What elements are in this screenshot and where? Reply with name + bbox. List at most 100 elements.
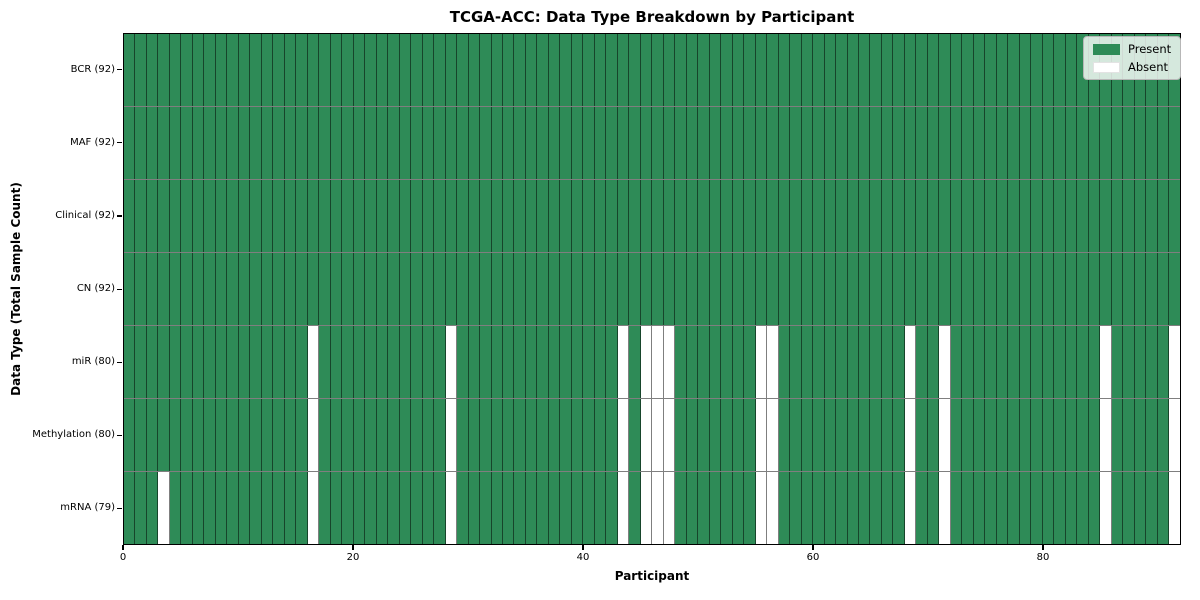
heatmap-cell — [284, 326, 297, 398]
heatmap-cell — [215, 472, 228, 544]
heatmap-cell — [342, 34, 354, 106]
heatmap-cell — [939, 107, 951, 179]
heatmap-cell — [1054, 107, 1066, 179]
heatmap-cell — [480, 34, 492, 106]
heatmap-cell — [1146, 180, 1158, 252]
heatmap-cell — [813, 326, 825, 398]
heatmap-cell — [583, 180, 595, 252]
heatmap-cell — [813, 180, 825, 252]
heatmap-cell — [583, 326, 595, 398]
heatmap-cell — [652, 326, 664, 398]
heatmap-cell — [847, 472, 859, 544]
heatmap-cell — [1054, 399, 1066, 471]
heatmap-cell — [124, 326, 136, 398]
heatmap-cell — [939, 399, 951, 471]
heatmap-cell — [169, 180, 182, 252]
heatmap-cell — [296, 326, 308, 398]
heatmap-cell — [962, 34, 974, 106]
heatmap-cell — [250, 399, 262, 471]
heatmap-cell — [261, 107, 274, 179]
heatmap-cell — [881, 253, 894, 325]
heatmap-cell — [307, 326, 320, 398]
heatmap-cell — [824, 107, 837, 179]
heatmap-cell — [261, 253, 274, 325]
heatmap-cell — [307, 472, 320, 544]
heatmap-cell — [732, 107, 745, 179]
heatmap-cell — [1031, 326, 1043, 398]
heatmap-cell — [365, 180, 377, 252]
heatmap-cell — [353, 399, 366, 471]
heatmap-cell — [273, 399, 285, 471]
heatmap-cell — [640, 472, 653, 544]
heatmap-cell — [1157, 180, 1170, 252]
heatmap-cell — [904, 399, 917, 471]
x-axis-label: Participant — [614, 569, 690, 583]
heatmap-cell — [824, 34, 837, 106]
heatmap-cell — [560, 180, 572, 252]
heatmap-cell — [709, 326, 722, 398]
heatmap-cell — [744, 180, 756, 252]
heatmap-cell — [732, 326, 745, 398]
heatmap-cell — [353, 107, 366, 179]
heatmap-cell — [502, 180, 515, 252]
heatmap-cell — [1054, 253, 1066, 325]
heatmap-cell — [169, 253, 182, 325]
heatmap-cell — [1146, 472, 1158, 544]
heatmap-cell — [135, 180, 147, 252]
heatmap-cell — [1042, 34, 1055, 106]
heatmap-cell — [721, 253, 733, 325]
legend-swatch-absent — [1093, 61, 1120, 73]
heatmap-cell — [480, 253, 492, 325]
heatmap-cell — [468, 472, 481, 544]
heatmap-cell — [870, 34, 882, 106]
heatmap-cell — [204, 180, 216, 252]
x-tick-mark — [352, 545, 354, 550]
heatmap-cell — [480, 180, 492, 252]
heatmap-cell — [169, 399, 182, 471]
heatmap-cell — [721, 107, 733, 179]
heatmap-cell — [422, 399, 435, 471]
heatmap-cell — [146, 399, 159, 471]
heatmap-cell — [284, 253, 297, 325]
heatmap-cell — [480, 107, 492, 179]
heatmap-cell — [617, 34, 630, 106]
heatmap-cell — [250, 326, 262, 398]
heatmap-cell — [468, 180, 481, 252]
heatmap-cell — [1031, 399, 1043, 471]
heatmap-cell — [640, 107, 653, 179]
heatmap-cell — [502, 472, 515, 544]
heatmap-cell — [893, 326, 905, 398]
heatmap-cell — [675, 253, 687, 325]
heatmap-cell — [296, 180, 308, 252]
heatmap-cell — [135, 472, 147, 544]
heatmap-cell — [548, 107, 561, 179]
legend-entry-present: Present — [1093, 43, 1171, 55]
heatmap-cell — [365, 34, 377, 106]
heatmap-cell — [732, 472, 745, 544]
heatmap-cell — [790, 399, 802, 471]
heatmap-cell — [307, 180, 320, 252]
heatmap-cell — [1088, 472, 1101, 544]
heatmap-cell — [571, 253, 584, 325]
heatmap-cell — [284, 399, 297, 471]
heatmap-cell — [319, 180, 331, 252]
heatmap-cell — [560, 34, 572, 106]
heatmap-cell — [502, 399, 515, 471]
heatmap-cell — [686, 107, 699, 179]
heatmap-cell — [686, 326, 699, 398]
x-tick-mark — [812, 545, 814, 550]
heatmap-cell — [571, 472, 584, 544]
heatmap-cell — [514, 34, 526, 106]
heatmap-cell — [686, 399, 699, 471]
heatmap-cell — [859, 180, 871, 252]
heatmap-cell — [881, 107, 894, 179]
heatmap-cell — [388, 34, 400, 106]
heatmap-cell — [215, 180, 228, 252]
heatmap-cell — [755, 399, 768, 471]
heatmap-cell — [502, 326, 515, 398]
heatmap-cell — [238, 107, 251, 179]
heatmap-cell — [422, 326, 435, 398]
heatmap-cell — [445, 107, 458, 179]
heatmap-cell — [502, 34, 515, 106]
heatmap-cell — [904, 34, 917, 106]
